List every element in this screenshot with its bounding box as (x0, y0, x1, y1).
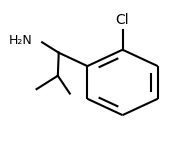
Text: Cl: Cl (116, 13, 129, 27)
Text: H₂N: H₂N (9, 34, 33, 47)
